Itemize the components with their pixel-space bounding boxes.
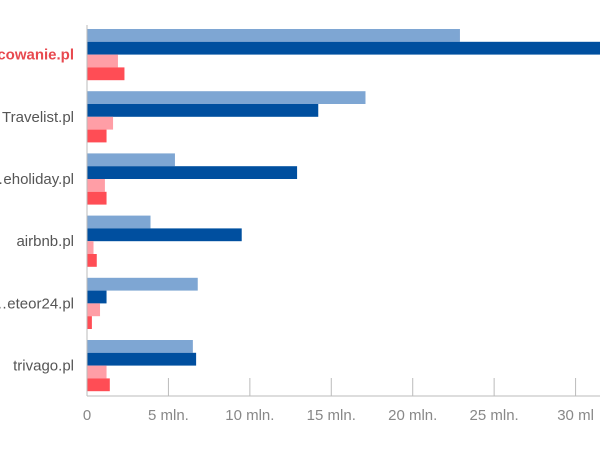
bar-3-series-0	[87, 215, 151, 229]
bar-2-series-1	[87, 166, 298, 179]
x-tick-label: 20 mln.	[388, 407, 437, 424]
category-labels: …cowanie.pl Travelist.pl …eholiday.pl airbn…	[0, 47, 74, 375]
bar-2-series-2	[87, 179, 105, 192]
bar-0-series-0	[87, 29, 460, 42]
category-label: trivago.pl	[13, 358, 74, 375]
category-label: Travelist.pl	[2, 109, 74, 126]
bar-2-series-3	[87, 191, 107, 205]
bar-0-series-2	[87, 54, 118, 68]
bar-1-series-2	[87, 116, 114, 130]
x-tick-label: 25 mln.	[470, 407, 519, 424]
bar-3-series-3	[87, 254, 97, 267]
category-label: …eteor24.pl	[0, 295, 74, 312]
bar-2-series-0	[87, 153, 175, 167]
bars-group	[87, 29, 600, 392]
bar-4-series-2	[87, 303, 101, 317]
bar-4-series-1	[87, 290, 107, 304]
bar-5-series-3	[87, 378, 110, 392]
category-label: …cowanie.pl	[0, 47, 74, 64]
x-tick-label: 15 mln.	[307, 407, 356, 424]
bar-4-series-0	[87, 277, 198, 291]
bar-1-series-0	[87, 91, 366, 104]
x-ticks: 0 5 mln. 10 mln. 15 mln. 20 mln. 25 mln. 30 ml	[83, 378, 594, 424]
x-tick-label: 0	[83, 407, 91, 424]
bar-0-series-3	[87, 67, 125, 81]
x-tick-label: 10 mln.	[225, 407, 274, 424]
bar-5-series-1	[87, 352, 197, 366]
bar-1-series-3	[87, 129, 107, 143]
bar-0-series-1	[87, 41, 600, 55]
bar-5-series-0	[87, 340, 193, 353]
category-label: …eholiday.pl	[0, 171, 74, 188]
x-tick-label: 5 mln.	[148, 407, 189, 424]
bar-5-series-2	[87, 365, 107, 379]
x-tick-label: 30 ml	[557, 407, 594, 424]
bar-4-series-3	[87, 316, 92, 329]
category-label: airbnb.pl	[16, 233, 74, 250]
bar-1-series-1	[87, 104, 319, 117]
bar-3-series-2	[87, 241, 94, 254]
bar-3-series-1	[87, 228, 242, 242]
